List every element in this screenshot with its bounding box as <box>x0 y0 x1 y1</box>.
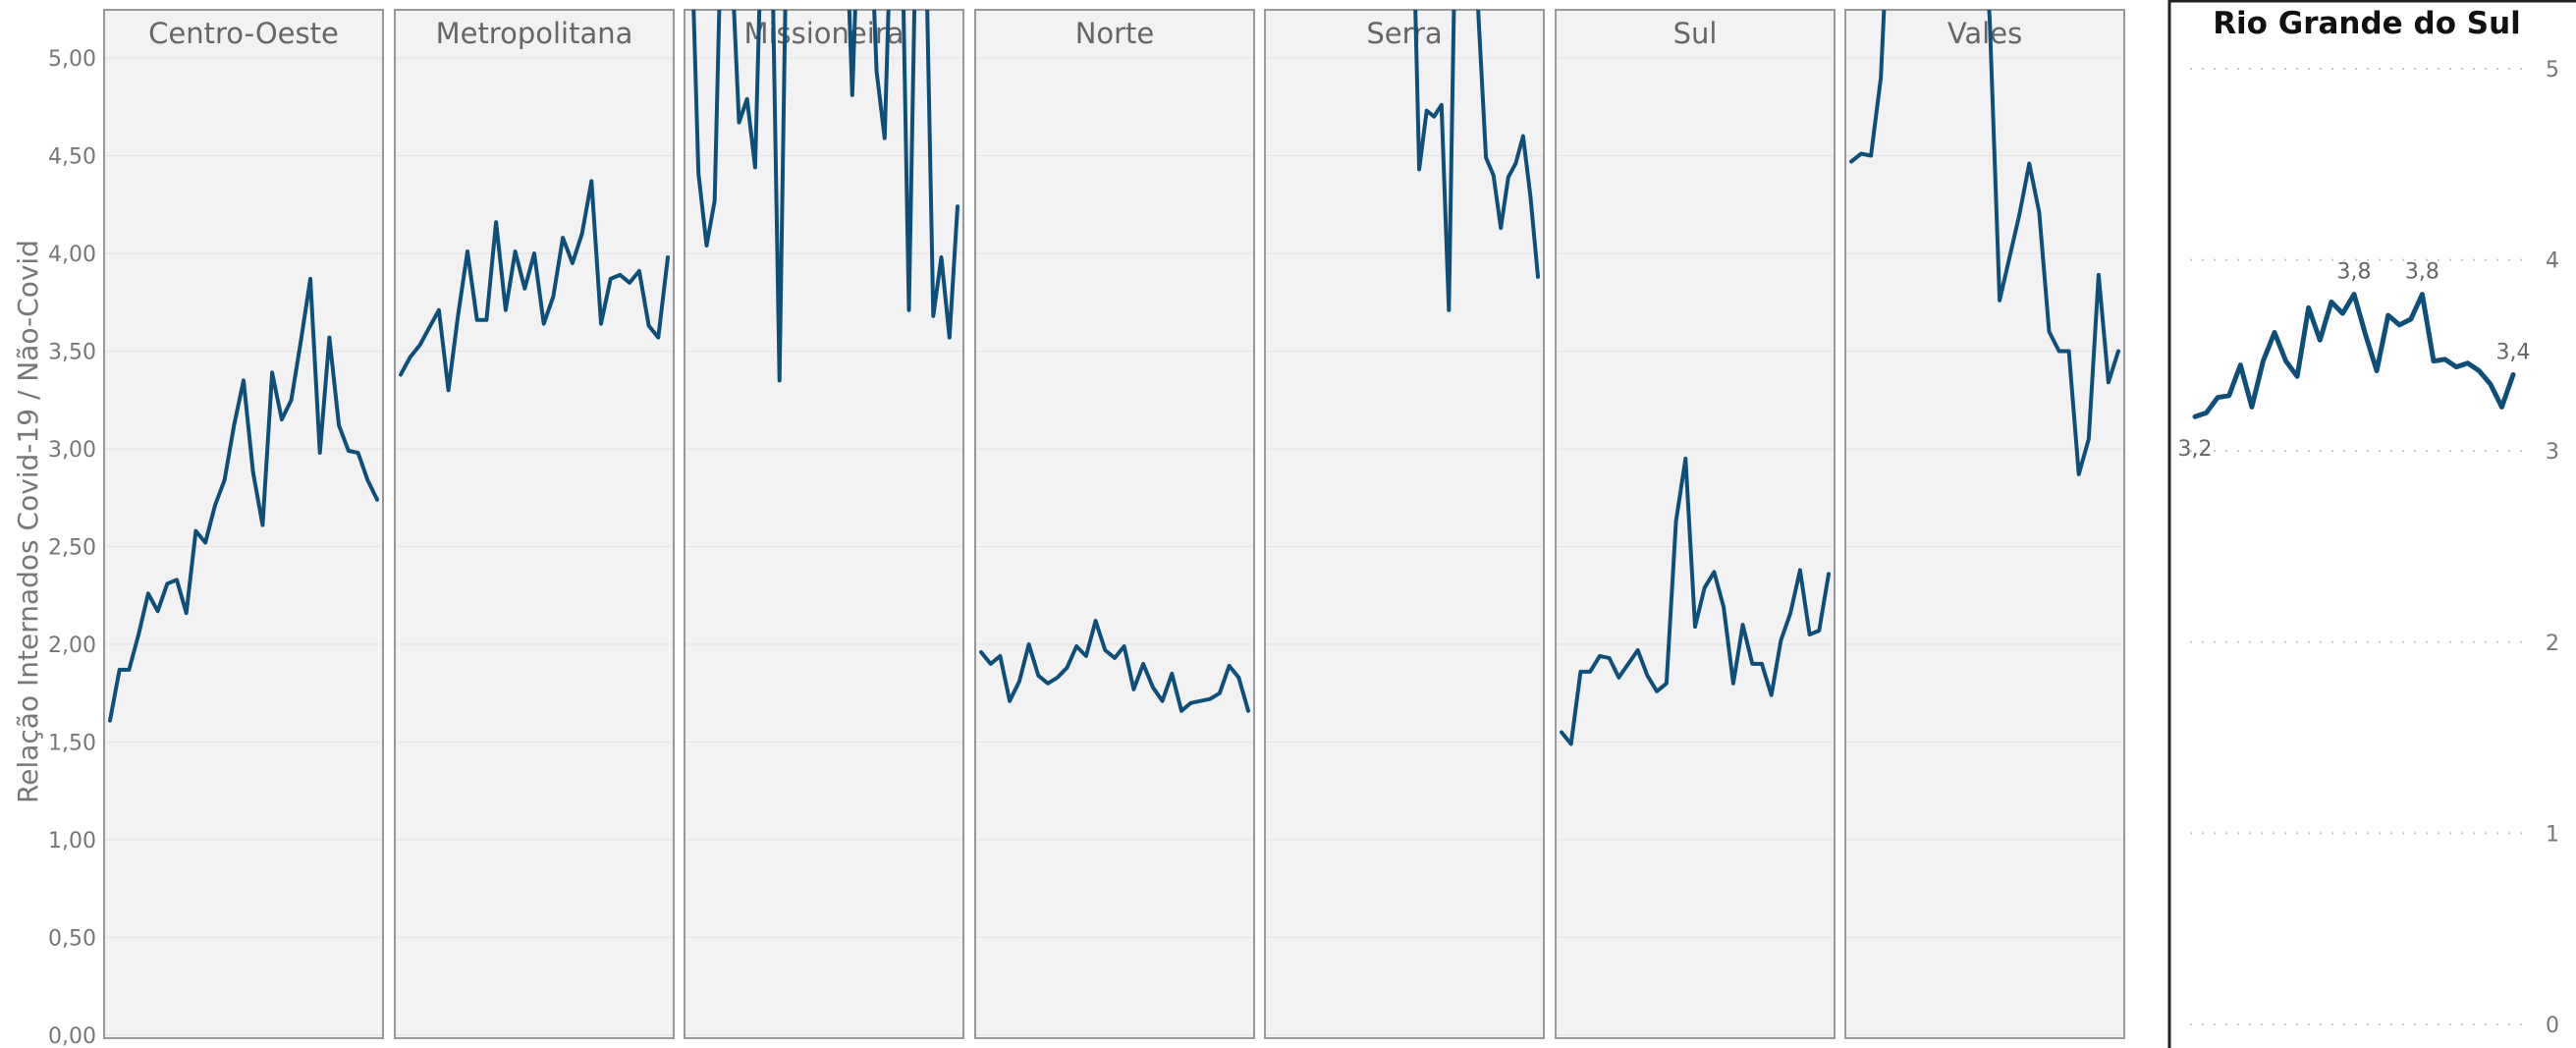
rs-y-tick-label: 2 <box>2546 632 2559 656</box>
rs-y-tick-label: 1 <box>2546 822 2559 847</box>
rs-data-label: 3,8 <box>2405 260 2439 285</box>
facet-panel: Serra <box>1264 9 1545 1039</box>
rs-data-labels: 3,2 3,8 3,8 3,4 <box>2178 260 2531 463</box>
facet-background <box>1844 9 2125 1039</box>
facet-panels: Centro-Oeste Metropolitana Missioneira Nort… <box>103 9 2125 1039</box>
facet-title: Centro-Oeste <box>148 17 339 50</box>
facet-series-line <box>108 276 379 723</box>
y-tick-label: 2,50 <box>48 536 96 561</box>
y-tick-label: 0,50 <box>48 927 96 952</box>
y-tick-label: 4,00 <box>48 243 96 267</box>
y-axis-label: Relação Internados Covid-19 / Não-Covid <box>12 240 44 803</box>
facet-title: Missioneira <box>743 17 904 50</box>
y-tick-label: 0,00 <box>48 1024 96 1048</box>
rs-data-label: 3,4 <box>2496 340 2531 364</box>
facet-title: Sul <box>1673 17 1718 50</box>
y-tick-label: 4,50 <box>48 145 96 170</box>
facet-series-line <box>1413 10 1540 312</box>
facet-panel: Centro-Oeste <box>103 9 384 1039</box>
rs-series-line <box>2192 292 2516 419</box>
y-tick-label: 3,00 <box>48 438 96 463</box>
facet-title: Vales <box>1947 17 2022 50</box>
facet-series-line <box>1560 456 1831 746</box>
y-tick-label: 3,50 <box>48 341 96 365</box>
facet-panel: Sul <box>1555 9 1836 1039</box>
y-axis-ticks: 0,00 0,50 1,00 1,50 2,00 2,50 3,00 3,50 4,00 4,50… <box>48 47 96 1048</box>
facet-background <box>684 9 964 1039</box>
facet-background <box>974 9 1255 1039</box>
facet-panel: Missioneira <box>684 9 964 1039</box>
rs-gridlines <box>2190 68 2526 1025</box>
rs-y-axis-ticks: 0 1 2 3 4 5 <box>2546 58 2559 1038</box>
facet-background <box>1555 9 1836 1039</box>
facet-panel: Vales <box>1844 9 2125 1039</box>
y-tick-label: 1,50 <box>48 732 96 756</box>
facet-panel: Norte <box>974 9 1255 1039</box>
rio-grande-do-sul-chart: Rio Grande do Sul 0 1 2 3 4 5 3,2 3,8 3,8 3,4 <box>2167 0 2576 1048</box>
rs-data-label: 3,2 <box>2178 437 2213 462</box>
regional-facet-chart: Relação Internados Covid-19 / Não-Covid … <box>12 9 2125 1048</box>
facet-background <box>1264 9 1545 1039</box>
facet-background <box>103 9 384 1039</box>
facet-series-line <box>399 179 670 393</box>
facet-series-line <box>691 10 959 383</box>
facet-series-line <box>979 619 1250 713</box>
facet-panel: Metropolitana <box>394 9 675 1039</box>
rs-chart-title: Rio Grande do Sul <box>2213 6 2521 41</box>
rs-y-tick-label: 3 <box>2546 440 2559 465</box>
facet-title: Serra <box>1366 17 1442 50</box>
y-tick-label: 5,00 <box>48 47 96 72</box>
facet-series-line <box>1849 10 2120 476</box>
rs-y-tick-label: 5 <box>2546 58 2559 83</box>
y-tick-label: 2,00 <box>48 634 96 658</box>
rs-y-tick-label: 0 <box>2546 1014 2559 1038</box>
facet-title: Norte <box>1075 17 1155 50</box>
facet-background <box>394 9 675 1039</box>
facet-title: Metropolitana <box>436 17 633 50</box>
rs-y-tick-label: 4 <box>2546 249 2559 274</box>
y-tick-label: 1,00 <box>48 829 96 854</box>
rs-data-label: 3,8 <box>2337 260 2372 285</box>
